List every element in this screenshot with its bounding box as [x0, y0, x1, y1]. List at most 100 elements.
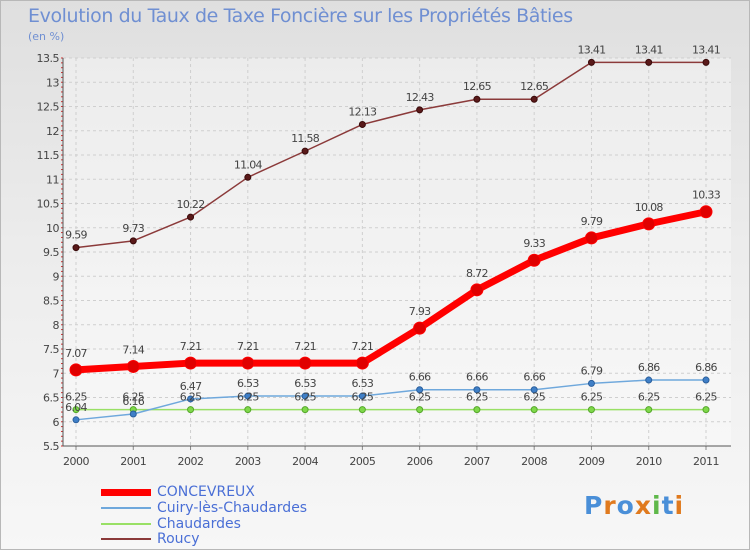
data-point-roucy [187, 213, 195, 221]
y-tick-label: 9 [53, 270, 60, 283]
x-tick-label: 2000 [63, 455, 89, 468]
data-label-roucy: 12.13 [348, 105, 377, 118]
legend-item-concevreux: CONCEVREUX [101, 484, 255, 500]
data-label-chaudardes: 6.25 [237, 391, 259, 404]
data-label-concevreux: 7.21 [294, 340, 316, 353]
data-label-chaudardes: 6.25 [466, 391, 488, 404]
data-point-roucy [530, 95, 538, 103]
series-line-roucy [75, 61, 707, 249]
proxiti-logo: Proxiti [584, 491, 684, 520]
data-label-concevreux: 8.72 [466, 267, 488, 280]
x-tick-label: 2011 [693, 455, 719, 468]
data-label-chaudardes: 6.25 [180, 391, 202, 404]
data-point-concevreux [298, 356, 312, 370]
data-point-cuiry [187, 395, 195, 403]
data-point-concevreux [699, 205, 713, 219]
data-label-cuiry: 6.04 [65, 401, 87, 414]
chart-title: Evolution du Taux de Taxe Foncière sur l… [28, 5, 573, 27]
data-point-concevreux [527, 253, 541, 267]
legend-label: CONCEVREUX [157, 484, 255, 500]
y-tick-label: 10.5 [37, 198, 60, 211]
data-label-chaudardes: 6.25 [695, 391, 717, 404]
data-point-concevreux [584, 231, 598, 245]
data-point-concevreux [642, 217, 656, 231]
y-tick-label: 11 [46, 173, 59, 186]
x-tick-label: 2002 [178, 455, 204, 468]
data-label-chaudardes: 6.25 [352, 391, 374, 404]
y-tick-label: 8.5 [43, 295, 59, 308]
data-label-roucy: 12.65 [463, 80, 492, 93]
legend-label: Cuiry-lès-Chaudardes [157, 500, 308, 516]
x-tick-label: 2009 [578, 455, 604, 468]
y-tick-label: 5.5 [43, 440, 59, 453]
data-label-chaudardes: 6.25 [638, 391, 660, 404]
data-point-concevreux [413, 321, 427, 335]
data-label-chaudardes: 6.25 [581, 391, 603, 404]
legend-item-cuiry: Cuiry-lès-Chaudardes [101, 500, 307, 516]
data-label-concevreux: 7.93 [409, 305, 431, 318]
data-label-roucy: 9.73 [122, 222, 144, 235]
data-point-cuiry [702, 376, 710, 384]
data-label-cuiry: 6.86 [638, 361, 660, 374]
data-point-roucy [129, 237, 137, 245]
data-label-cuiry: 6.47 [180, 380, 202, 393]
logo-letter: i [652, 491, 662, 520]
y-tick-label: 12.5 [37, 101, 60, 114]
data-label-roucy: 11.58 [291, 132, 320, 145]
data-point-concevreux [470, 283, 484, 297]
series-line-concevreux [72, 208, 710, 374]
data-label-cuiry: 6.79 [581, 364, 603, 377]
y-tick-label: 6.5 [43, 392, 59, 405]
x-tick-label: 2003 [235, 455, 261, 468]
data-point-chaudardes [473, 406, 481, 414]
legend-swatch-roucy [101, 538, 151, 540]
data-label-cuiry: 6.53 [237, 377, 259, 390]
data-label-concevreux: 7.21 [352, 340, 374, 353]
series-line-cuiry [75, 379, 707, 421]
y-tick-label: 6 [53, 416, 60, 429]
x-tick-label: 2010 [636, 455, 662, 468]
data-label-roucy: 10.22 [177, 198, 205, 211]
data-label-roucy: 13.41 [577, 43, 605, 56]
data-point-cuiry [129, 410, 137, 418]
legend-swatch-cuiry [101, 507, 151, 509]
data-point-roucy [587, 58, 595, 66]
data-point-roucy [301, 147, 309, 155]
y-tick-label: 7.5 [43, 343, 59, 356]
y-tick-label: 7 [53, 367, 60, 380]
legend-item-roucy: Roucy [101, 531, 200, 547]
legend-swatch-concevreux [101, 488, 151, 496]
legend-swatch-chaudardes [101, 523, 151, 525]
logo-letter: x [634, 491, 652, 520]
data-label-concevreux: 7.14 [122, 343, 144, 356]
data-label-concevreux: 7.21 [180, 340, 202, 353]
data-label-roucy: 13.41 [692, 43, 720, 56]
data-point-concevreux [241, 356, 255, 370]
data-point-cuiry [473, 386, 481, 394]
legend-item-chaudardes: Chaudardes [101, 516, 241, 532]
data-point-cuiry [587, 379, 595, 387]
data-point-chaudardes [645, 406, 653, 414]
data-point-concevreux [126, 359, 140, 373]
data-point-roucy [416, 106, 424, 114]
data-label-chaudardes: 6.25 [65, 391, 87, 404]
y-tick-label: 13 [46, 76, 59, 89]
data-label-cuiry: 6.53 [352, 377, 374, 390]
y-tick-label: 12 [46, 125, 59, 138]
data-label-cuiry: 6.66 [466, 371, 488, 384]
data-point-cuiry [72, 416, 80, 424]
data-point-chaudardes [702, 406, 710, 414]
data-point-chaudardes [358, 406, 366, 414]
x-tick-label: 2005 [349, 455, 375, 468]
y-tick-label: 11.5 [37, 149, 60, 162]
data-label-roucy: 12.65 [520, 80, 549, 93]
legend-label: Roucy [157, 531, 200, 547]
data-label-cuiry: 6.53 [294, 377, 316, 390]
data-label-chaudardes: 6.25 [523, 391, 545, 404]
data-point-roucy [702, 58, 710, 66]
data-point-roucy [72, 244, 80, 252]
data-label-concevreux: 9.33 [523, 237, 545, 250]
y-axis-unit: (en %) [28, 30, 65, 43]
